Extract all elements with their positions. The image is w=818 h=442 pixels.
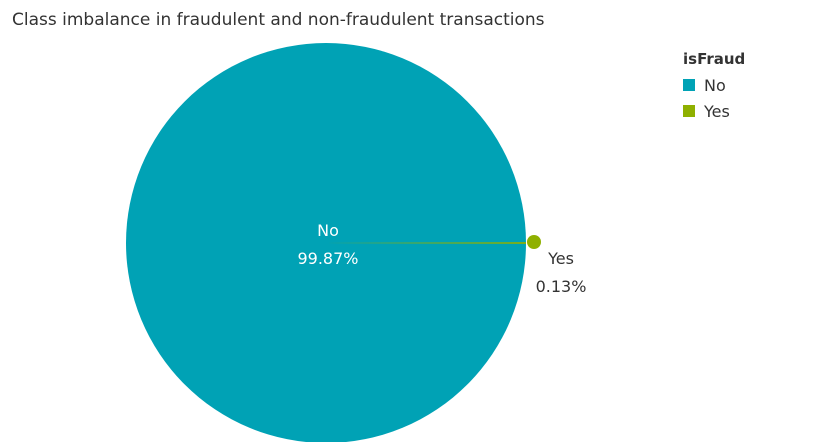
pie-slice-no[interactable] [126, 43, 526, 442]
chart-title: Class imbalance in fraudulent and non-fr… [12, 10, 545, 30]
pie-slice-yes[interactable] [326, 242, 526, 244]
slice-label-yes-value: 0.13% [536, 277, 587, 296]
legend-swatch-no [683, 79, 695, 91]
legend-label-no: No [704, 75, 726, 95]
slice-label-no-value: 99.87% [297, 249, 358, 268]
legend-item-no[interactable]: No [683, 72, 745, 98]
legend: isFraud No Yes [683, 50, 745, 124]
slice-label-no-category: No [317, 221, 339, 240]
legend-title: isFraud [683, 50, 746, 68]
slice-yes-marker [527, 235, 541, 249]
legend-label-yes: Yes [704, 101, 730, 121]
legend-swatch-yes [683, 105, 695, 117]
slice-label-yes-category: Yes [547, 249, 574, 268]
legend-item-yes[interactable]: Yes [683, 98, 745, 124]
